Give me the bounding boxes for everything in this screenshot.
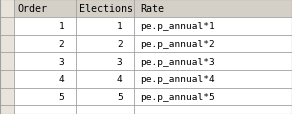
- Text: 2: 2: [117, 40, 123, 48]
- Text: 5: 5: [58, 92, 64, 101]
- Text: Elections: Elections: [79, 4, 133, 14]
- Text: 1: 1: [58, 22, 64, 31]
- Text: 1: 1: [117, 22, 123, 31]
- Text: pe.p_annual*1: pe.p_annual*1: [140, 22, 215, 31]
- Text: 3: 3: [117, 57, 123, 66]
- Text: 3: 3: [58, 57, 64, 66]
- Text: 5: 5: [117, 92, 123, 101]
- Text: Rate: Rate: [140, 4, 164, 14]
- Text: 4: 4: [117, 75, 123, 84]
- Bar: [0, 0, 292, 18]
- Text: pe.p_annual*3: pe.p_annual*3: [140, 57, 215, 66]
- Text: 4: 4: [58, 75, 64, 84]
- Text: Order: Order: [17, 4, 47, 14]
- Text: 2: 2: [58, 40, 64, 48]
- Text: pe.p_annual*5: pe.p_annual*5: [140, 92, 215, 101]
- Text: pe.p_annual*2: pe.p_annual*2: [140, 40, 215, 48]
- Text: pe.p_annual*4: pe.p_annual*4: [140, 75, 215, 84]
- Bar: [0, 0, 14, 114]
